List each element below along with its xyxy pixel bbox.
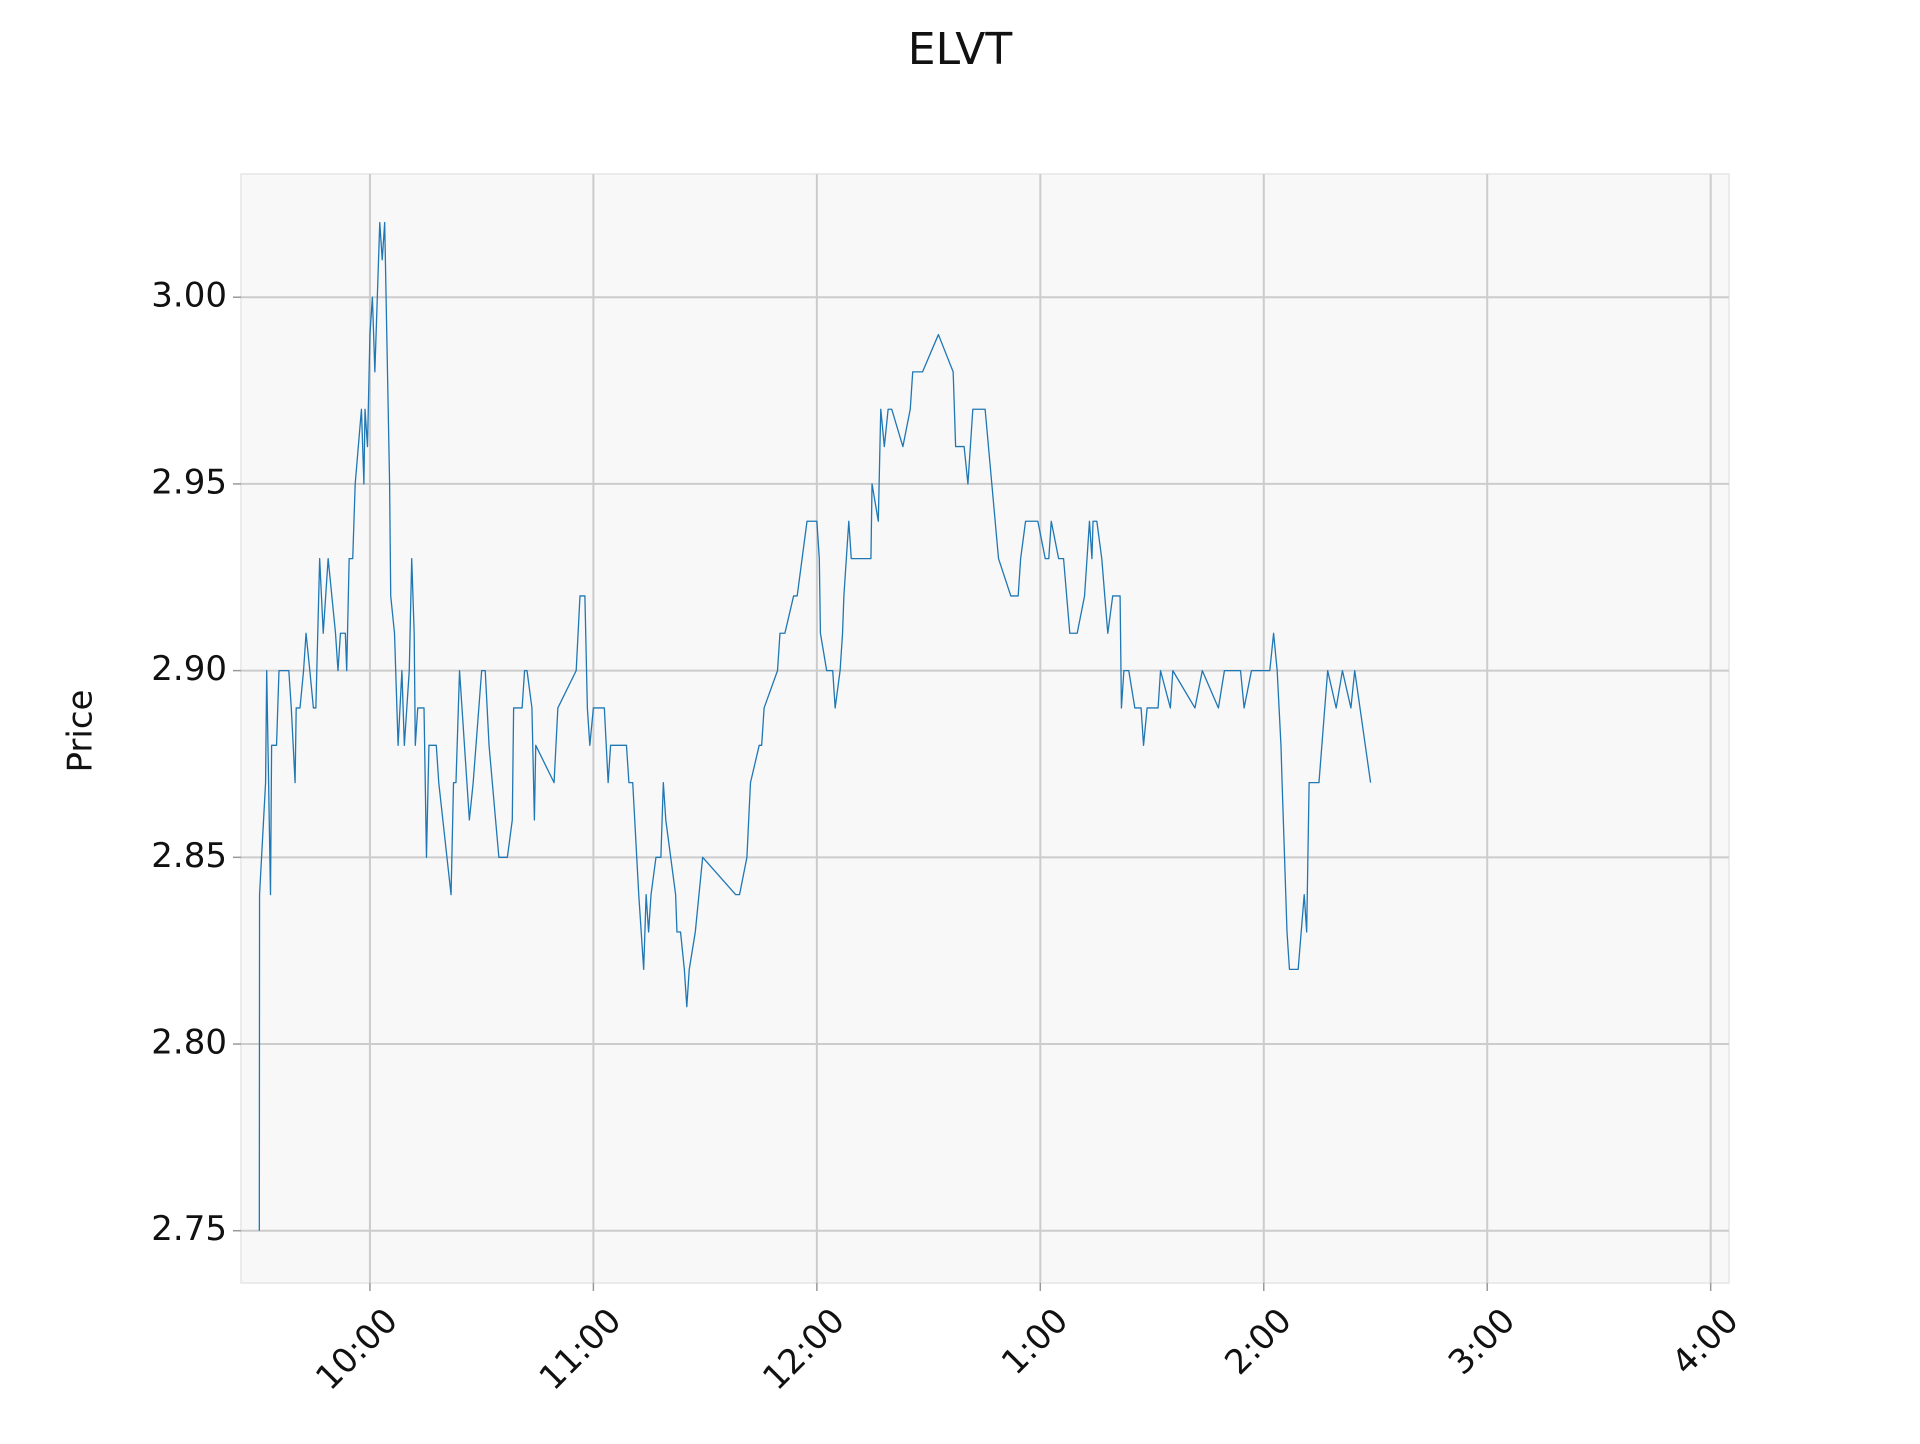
x-tick-label: 4:00 <box>1664 1301 1746 1383</box>
y-tick-label: 2.95 <box>151 462 227 502</box>
y-tick-label: 2.85 <box>151 836 227 876</box>
price-line <box>258 221 1372 1231</box>
y-tick-label: 3.00 <box>151 276 227 316</box>
x-tick-label: 11:00 <box>532 1301 630 1399</box>
x-tick-label: 2:00 <box>1217 1301 1299 1383</box>
y-tick-label: 2.80 <box>151 1023 227 1063</box>
y-axis-label: Price <box>61 690 101 773</box>
x-tick-label: 3:00 <box>1441 1301 1523 1383</box>
x-tick-label: 10:00 <box>308 1301 406 1399</box>
y-tick-label: 2.90 <box>151 649 227 689</box>
chart-title: ELVT <box>908 24 1013 75</box>
x-tick-label: 12:00 <box>755 1301 853 1399</box>
y-tick-label: 2.75 <box>151 1209 227 1249</box>
plot-area <box>240 173 1730 1284</box>
x-tick-label: 1:00 <box>994 1301 1076 1383</box>
